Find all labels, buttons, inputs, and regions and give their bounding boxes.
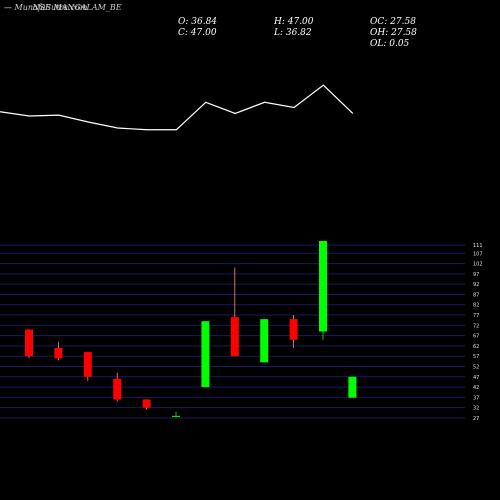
ohlc-close: C: 47.00 bbox=[178, 28, 217, 38]
y-tick-label: 42 bbox=[473, 385, 479, 391]
candle-body bbox=[319, 240, 327, 332]
candle-body bbox=[113, 378, 122, 400]
y-tick-label: 92 bbox=[473, 282, 479, 288]
y-tick-label: 97 bbox=[473, 272, 479, 278]
y-tick-label: 52 bbox=[473, 364, 479, 370]
y-tick-label: 111 bbox=[473, 243, 483, 249]
candle-body bbox=[348, 376, 357, 398]
y-tick-label: 77 bbox=[473, 313, 479, 319]
ohlc-low: L: 36.82 bbox=[274, 28, 312, 38]
y-tick-label: 27 bbox=[473, 416, 479, 422]
y-tick-label: 32 bbox=[473, 406, 479, 412]
y-tick-label: 57 bbox=[473, 354, 479, 360]
title-source: MunafaSutra.com bbox=[14, 3, 88, 12]
chart-title: — MunafaSutra.com NSE MANGALAM_BE bbox=[4, 3, 122, 12]
y-tick-label: 107 bbox=[473, 251, 483, 257]
candle-body bbox=[289, 319, 298, 340]
y-tick-label: 82 bbox=[473, 303, 479, 309]
y-tick-label: 47 bbox=[473, 375, 479, 381]
candle-body bbox=[172, 415, 180, 417]
candle-body bbox=[83, 352, 92, 377]
ohlc-oc: OC: 27.58 bbox=[370, 17, 416, 27]
line-series bbox=[0, 84, 354, 131]
ohlc-high: H: 47.00 bbox=[274, 17, 314, 27]
ohlc-ol: OL: 0.05 bbox=[370, 39, 410, 49]
candle-body bbox=[201, 321, 210, 388]
y-tick-label: 37 bbox=[473, 395, 479, 401]
y-tick-label: 102 bbox=[473, 262, 483, 268]
y-tick-label: 62 bbox=[473, 344, 479, 350]
candle-body bbox=[25, 329, 33, 357]
candle-body bbox=[54, 347, 63, 359]
title-dash: — bbox=[4, 3, 12, 12]
y-tick-label: 87 bbox=[473, 292, 479, 298]
ohlc-open: O: 36.84 bbox=[178, 17, 218, 27]
candle-body bbox=[260, 319, 269, 363]
y-tick-label: 72 bbox=[473, 323, 479, 329]
y-tick-label: 67 bbox=[473, 334, 479, 340]
title-symbol: NSE MANGALAM_BE bbox=[32, 3, 122, 12]
ohlc-oh: OH: 27.58 bbox=[370, 28, 417, 38]
candle-body bbox=[230, 317, 239, 357]
candle-body bbox=[142, 399, 151, 408]
